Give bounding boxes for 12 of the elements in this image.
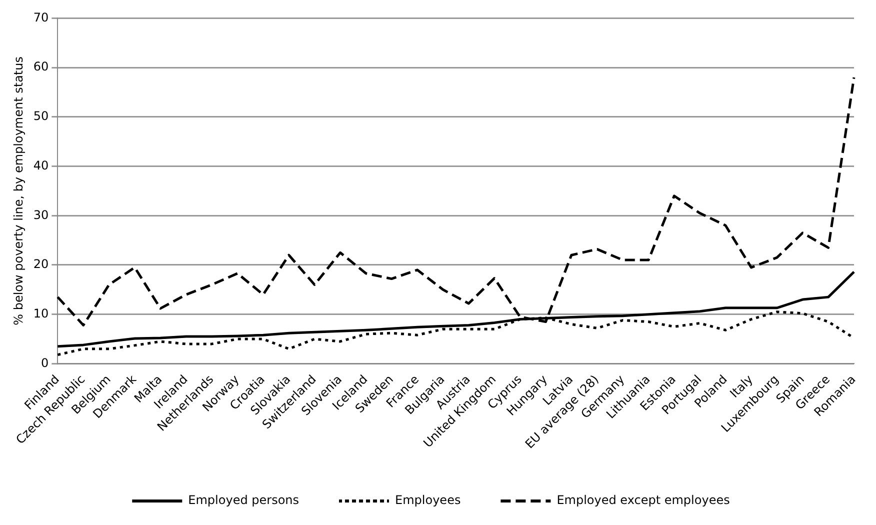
legend-label: Employed except employees [556,493,730,508]
y-tick-label: 10 [33,306,49,320]
y-tick-label: 0 [41,356,49,370]
legend-label: Employees [395,493,461,508]
y-axis-title: % below poverty line, by employment status [11,56,26,326]
y-tick-label: 40 [33,158,49,172]
y-tick-label: 60 [33,60,49,74]
legend-label: Employed persons [188,493,300,508]
y-tick-label: 30 [33,208,49,222]
y-tick-label: 20 [33,257,49,272]
y-tick-label: 70 [33,10,49,24]
y-tick-label: 50 [33,109,49,124]
